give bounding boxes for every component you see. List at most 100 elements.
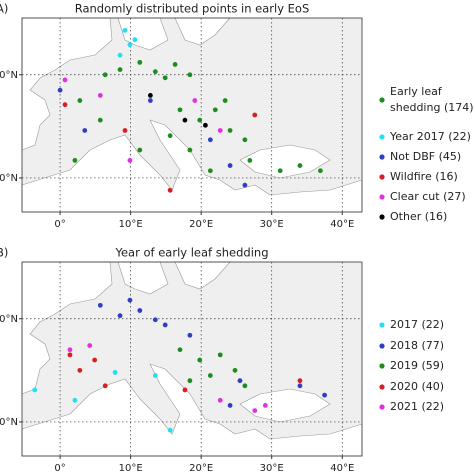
- map-background: [21, 17, 363, 213]
- data-point: [242, 137, 248, 143]
- data-point: [152, 69, 158, 75]
- data-point: [322, 392, 328, 398]
- legend-label: Other (16): [390, 210, 448, 223]
- data-point: [242, 182, 248, 188]
- data-point: [82, 128, 88, 133]
- data-point: [147, 98, 153, 103]
- legend-label: 2018 (77): [390, 339, 445, 352]
- legend-label: Not DBF (45): [390, 150, 462, 163]
- data-point: [242, 383, 248, 389]
- data-point: [122, 27, 128, 33]
- data-point: [127, 42, 133, 48]
- data-point: [152, 373, 158, 378]
- data-point: [252, 408, 258, 413]
- legend-label: 2017 (22): [390, 318, 445, 331]
- legend-marker: [379, 154, 385, 160]
- data-point: [252, 112, 258, 118]
- x-tick-label: 20°E: [189, 463, 213, 474]
- data-point: [137, 308, 143, 313]
- map-frame: [21, 17, 363, 213]
- data-point: [187, 332, 193, 338]
- data-point: [97, 117, 103, 123]
- data-point: [62, 102, 68, 108]
- data-point: [187, 147, 193, 153]
- data-point: [162, 75, 168, 81]
- data-point: [197, 117, 203, 123]
- data-point: [237, 378, 243, 384]
- data-point: [102, 383, 108, 389]
- chart-title: Randomly distributed points in early EoS: [75, 2, 310, 16]
- legend-label: Year 2017 (22): [390, 130, 471, 143]
- x-tick-label: 30°E: [260, 463, 284, 474]
- legend-label: 2020 (40): [390, 380, 445, 393]
- data-point: [297, 163, 303, 168]
- y-tick-label: 50°N: [0, 70, 18, 81]
- data-point: [137, 147, 143, 153]
- data-point: [62, 77, 68, 83]
- map-frame: [21, 261, 363, 457]
- data-point: [187, 72, 193, 78]
- legend-marker: [379, 384, 385, 390]
- data-point: [203, 122, 208, 128]
- data-point: [247, 158, 253, 163]
- data-point: [197, 357, 203, 363]
- data-point: [222, 98, 228, 103]
- data-point: [217, 397, 223, 403]
- data-point: [92, 357, 98, 363]
- data-point: [182, 117, 188, 123]
- data-point: [67, 347, 73, 353]
- legend-label: Early leaf shedding (174): [390, 85, 474, 114]
- data-point: [177, 347, 183, 353]
- data-point: [227, 163, 233, 168]
- legend-marker: [379, 343, 385, 349]
- data-point: [72, 397, 78, 403]
- panel-label: B): [0, 246, 8, 260]
- data-point: [192, 98, 198, 103]
- data-point: [122, 128, 128, 133]
- data-point: [112, 370, 118, 375]
- x-tick-label: 10°E: [119, 219, 143, 230]
- data-point: [117, 67, 123, 72]
- data-point: [72, 158, 78, 163]
- data-point: [207, 137, 213, 143]
- legend-label: Wildfire (16): [390, 170, 458, 183]
- data-point: [87, 343, 93, 348]
- data-point: [167, 133, 173, 139]
- data-point: [127, 297, 133, 303]
- data-point: [212, 107, 218, 113]
- data-point: [97, 302, 103, 308]
- data-point: [137, 59, 143, 65]
- legend-marker: [379, 97, 385, 103]
- x-tick-label: 40°E: [330, 219, 354, 230]
- data-point: [32, 387, 38, 393]
- data-point: [152, 317, 158, 323]
- data-point: [207, 168, 213, 174]
- data-point: [207, 373, 213, 378]
- data-point: [297, 383, 303, 389]
- data-point: [262, 403, 268, 408]
- legend-marker: [379, 194, 385, 200]
- data-point: [217, 352, 223, 358]
- data-point: [117, 313, 123, 319]
- data-point: [277, 168, 283, 174]
- y-tick-label: 40°N: [0, 173, 18, 184]
- data-point: [227, 128, 233, 133]
- data-point: [232, 367, 238, 373]
- data-point: [117, 52, 123, 58]
- data-point: [147, 92, 153, 98]
- legend-marker: [379, 134, 385, 140]
- x-tick-label: 20°E: [189, 219, 213, 230]
- data-point: [172, 62, 178, 67]
- data-point: [167, 187, 173, 193]
- data-point: [167, 427, 173, 433]
- legend-marker: [379, 174, 385, 180]
- x-tick-label: 10°E: [119, 463, 143, 474]
- legend-label: 2021 (22): [390, 400, 445, 413]
- data-point: [102, 72, 108, 78]
- x-tick-label: 40°E: [330, 463, 354, 474]
- data-point: [187, 378, 193, 384]
- data-point: [177, 107, 183, 113]
- data-point: [57, 87, 63, 93]
- chart-title: Year of early leaf shedding: [114, 246, 268, 260]
